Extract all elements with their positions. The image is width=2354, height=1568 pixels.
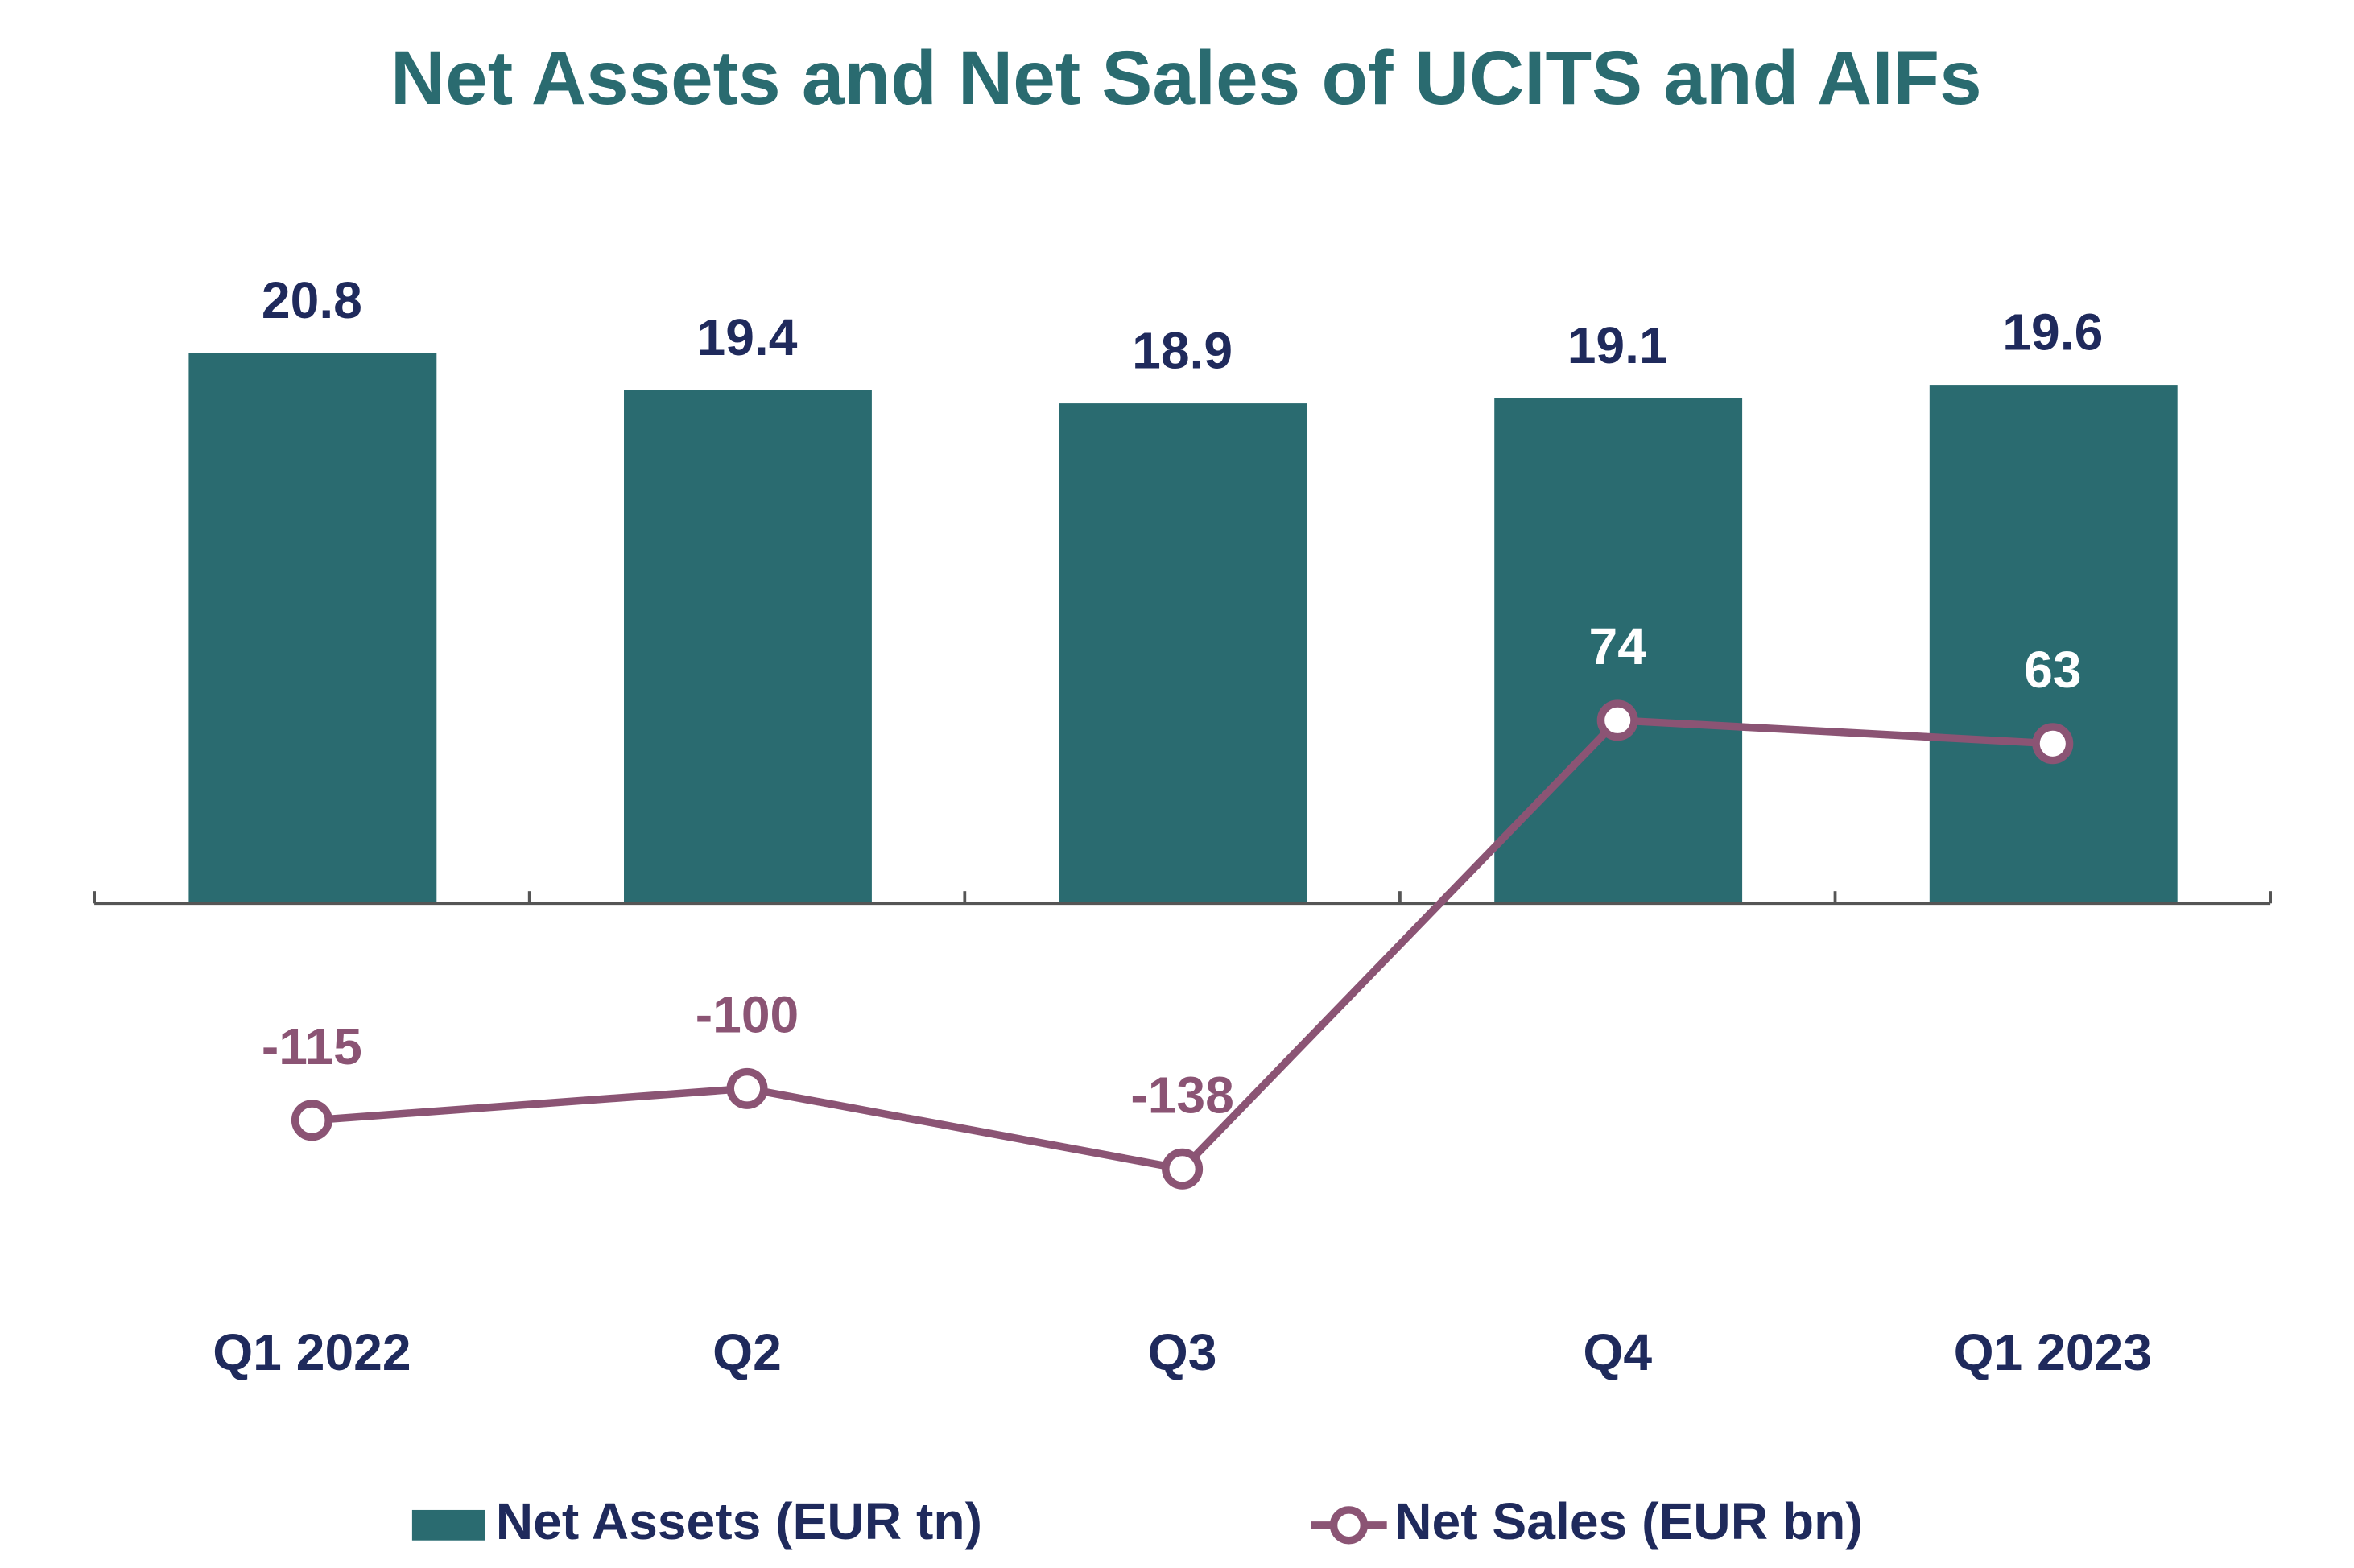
bar [1059, 403, 1307, 904]
line-marker [2032, 723, 2074, 765]
bar [1494, 398, 1743, 904]
x-tick-label: Q1 2022 [213, 1323, 411, 1381]
bar-value-label: 19.6 [2002, 303, 2103, 361]
bar-value-label: 18.9 [1132, 322, 1233, 380]
bar [188, 353, 437, 904]
line-value-label: -100 [696, 985, 799, 1043]
line-marker [726, 1067, 768, 1109]
line-value-label: 63 [2024, 641, 2081, 699]
line-value-label: -138 [1130, 1066, 1234, 1124]
legend-label: Net Assets (EUR tn) [496, 1492, 982, 1550]
x-tick-label: Q2 [712, 1323, 782, 1381]
line-marker [291, 1100, 332, 1141]
x-tick-label: Q3 [1148, 1323, 1217, 1381]
x-tick-label: Q4 [1583, 1323, 1652, 1381]
bar-value-label: 20.8 [262, 271, 362, 329]
line-value-label: 74 [1588, 617, 1646, 675]
line-marker [1596, 699, 1638, 741]
bar-value-label: 19.4 [697, 308, 798, 366]
bar [624, 390, 872, 904]
legend-swatch [1329, 1506, 1369, 1545]
bar [1929, 385, 2178, 904]
legend-label: Net Sales (EUR bn) [1394, 1492, 1863, 1550]
line-marker [1162, 1148, 1204, 1190]
line-value-label: -115 [262, 1017, 362, 1075]
bar-value-label: 19.1 [1567, 316, 1668, 374]
legend-swatch [411, 1509, 485, 1541]
x-tick-label: Q1 2023 [1954, 1323, 2152, 1381]
chart-title: Net Assets and Net Sales of UCITS and AI… [390, 36, 1982, 121]
